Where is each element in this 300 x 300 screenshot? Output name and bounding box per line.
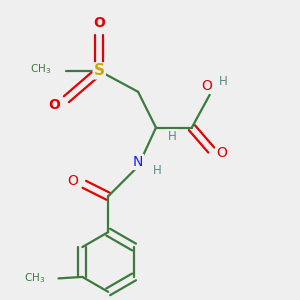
Text: N: N xyxy=(133,155,143,169)
Text: O: O xyxy=(201,79,212,93)
Text: S: S xyxy=(94,63,105,78)
Text: O: O xyxy=(93,16,105,30)
Text: H: H xyxy=(219,75,227,88)
Text: H: H xyxy=(153,164,162,177)
Text: O: O xyxy=(49,98,60,112)
Text: H: H xyxy=(168,130,177,143)
Text: O: O xyxy=(216,146,227,160)
Text: CH$_3$: CH$_3$ xyxy=(30,62,52,76)
Text: O: O xyxy=(67,174,78,188)
Text: CH$_3$: CH$_3$ xyxy=(24,272,45,285)
